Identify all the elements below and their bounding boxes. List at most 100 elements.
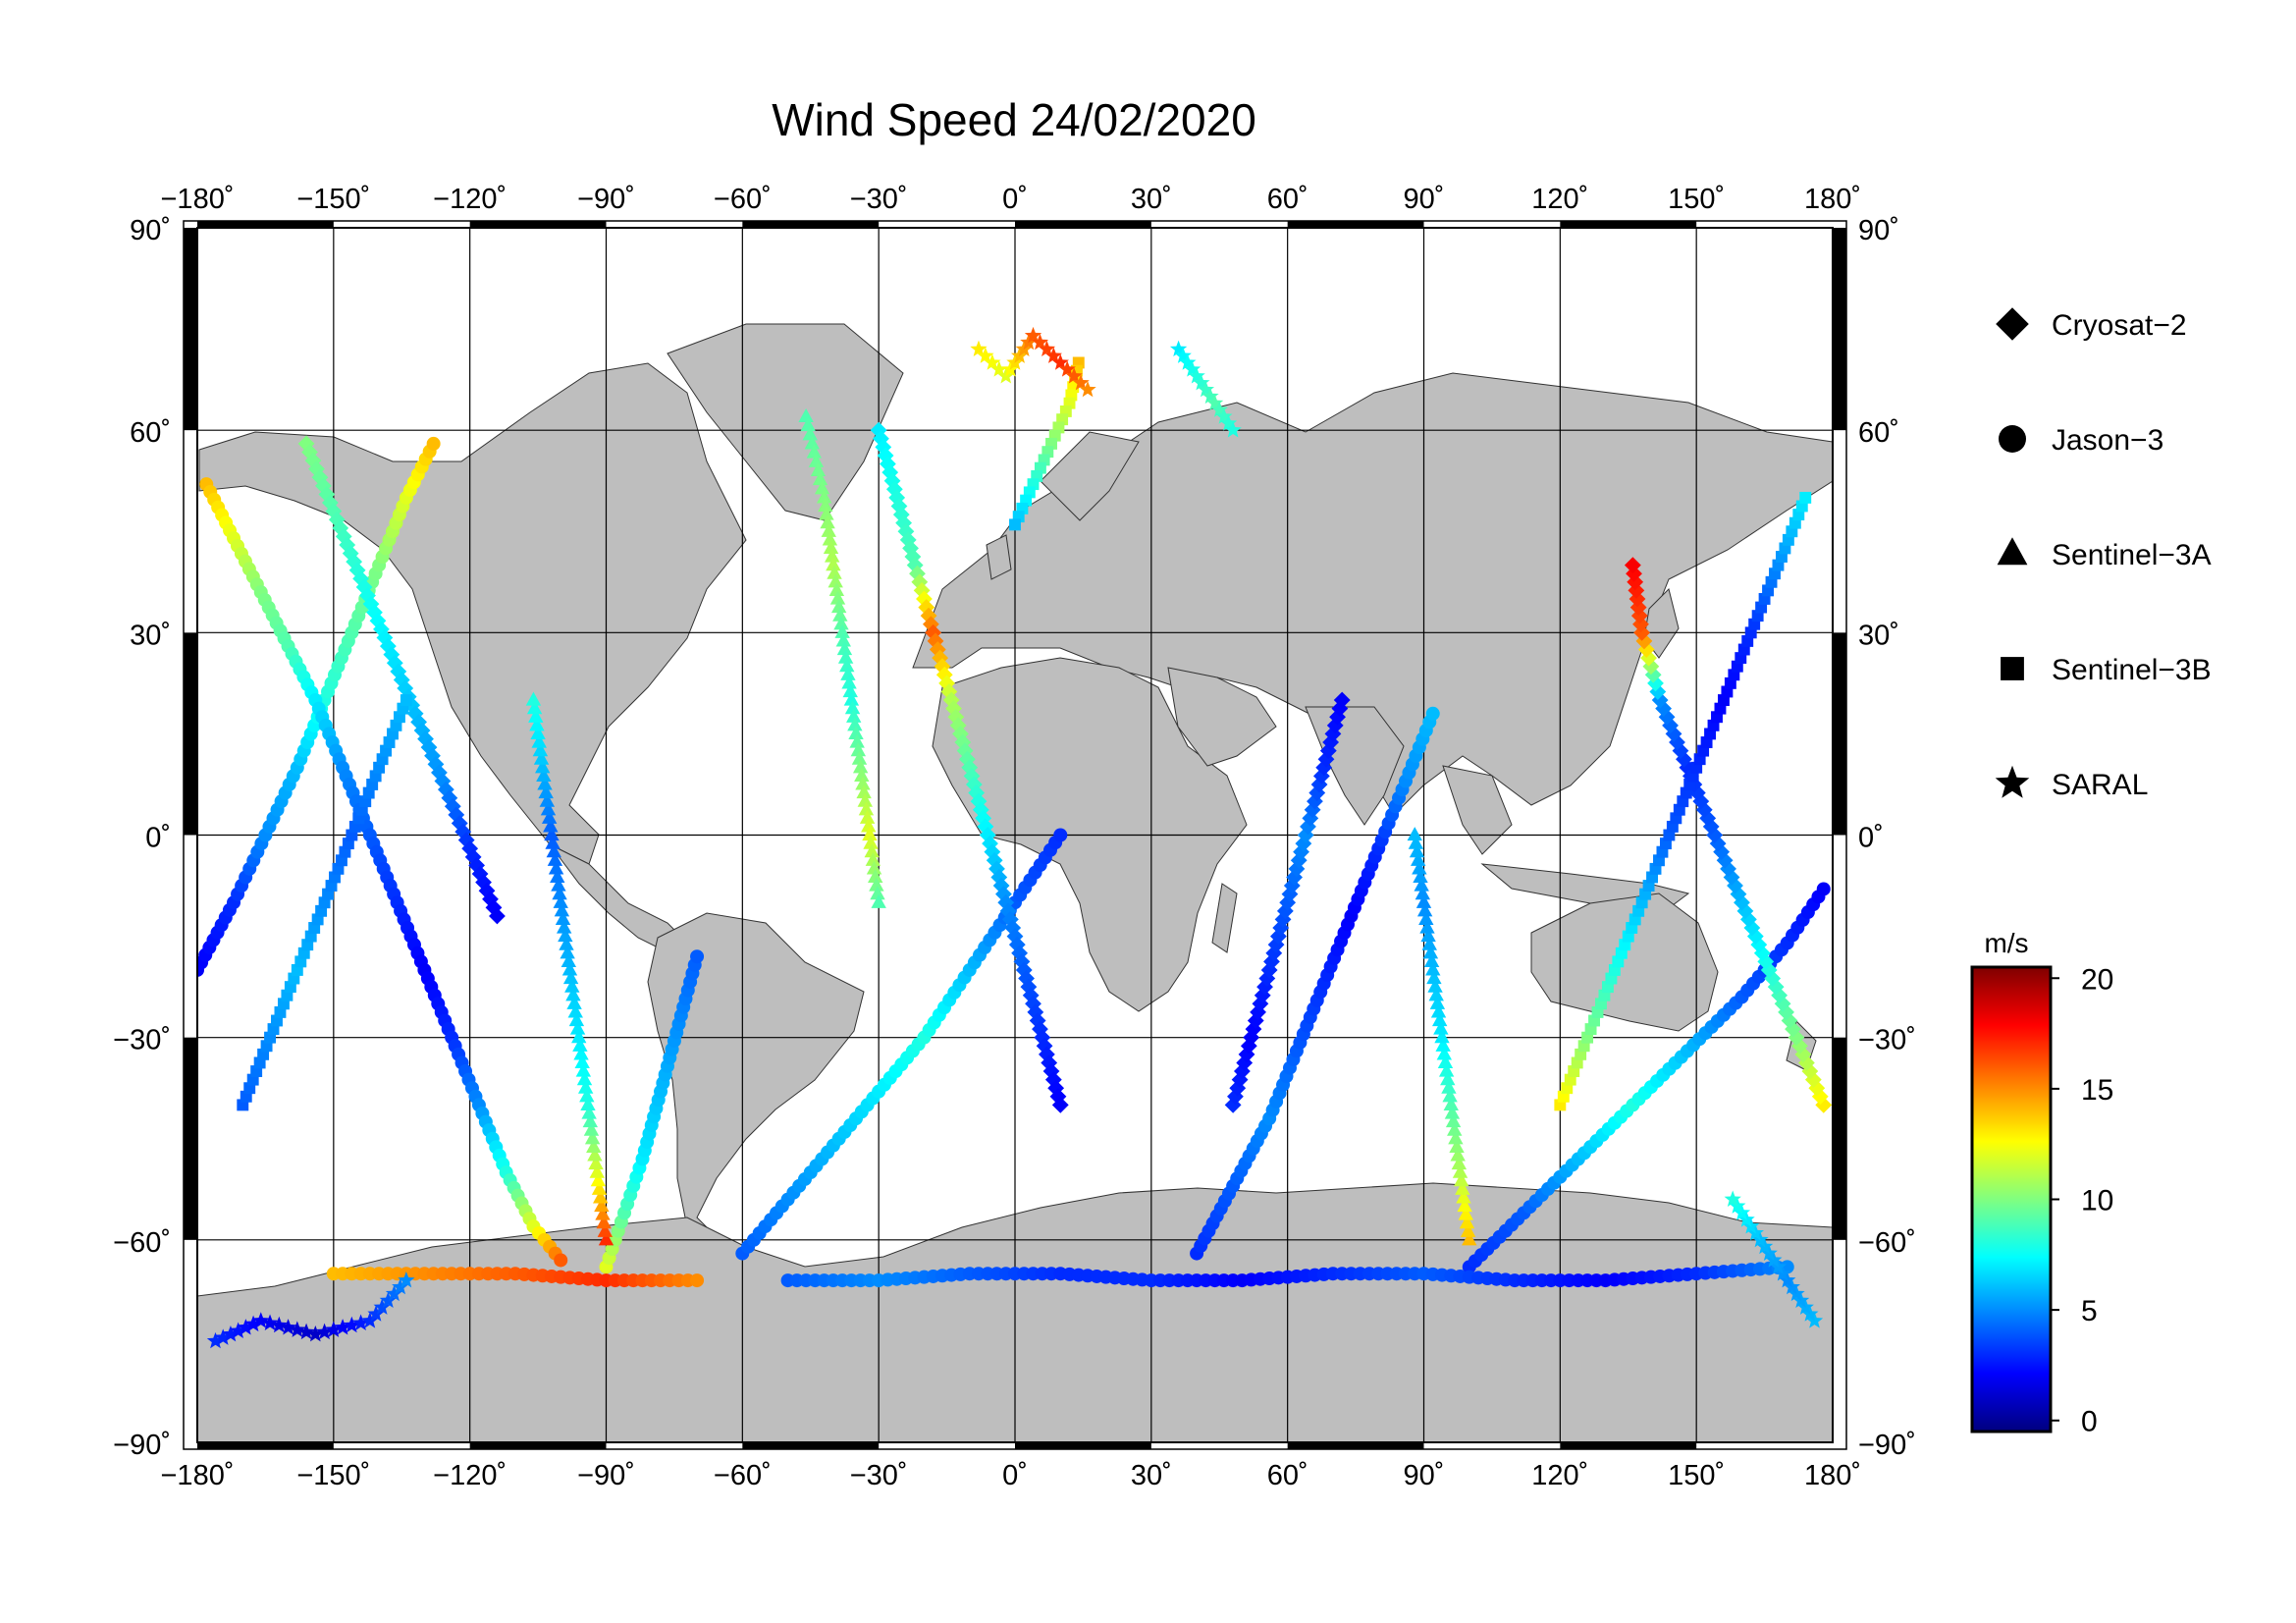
track-11-cryosat-2 (1624, 557, 1833, 1113)
track-17-point-48 (1717, 694, 1730, 707)
track-14-point-19 (1440, 1071, 1456, 1086)
track-12-point-41 (552, 886, 567, 900)
track-13-point-32 (842, 683, 858, 698)
lon-tick-bottom-8: 60˚ (1267, 1460, 1308, 1491)
world-map: −180˚ −150˚ −120˚ −90˚ −60˚ −30˚ 0˚ 30˚ 60˚ 90˚ 12… (113, 184, 1916, 1491)
track-15-point-8 (264, 1031, 276, 1044)
track-1-point-96 (554, 1253, 568, 1268)
track-13-point-54 (867, 869, 883, 884)
track-10-point-44 (1324, 726, 1342, 742)
track-10-point-19 (1267, 936, 1285, 953)
satellite-legend: Cryosat−2 Jason−3 Sentinel−3A Sentinel−3B SA… (1995, 307, 2212, 801)
track-16-point-1 (1070, 364, 1083, 377)
lat-tick-right-0: 90˚ (1858, 215, 1899, 246)
track-17-point-38 (1683, 779, 1696, 790)
track-14-point-11 (1449, 1138, 1465, 1153)
track-15-point-9 (267, 1023, 280, 1036)
track-9-point-77 (1044, 1071, 1062, 1089)
track-12-point-43 (550, 869, 565, 884)
track-13-point-8 (814, 480, 830, 495)
track-19-point-11 (1031, 333, 1049, 351)
track-12-point-30 (564, 978, 580, 993)
track-15-point-18 (297, 947, 310, 959)
track-17-point-9 (1584, 1023, 1597, 1036)
track-12-point-46 (546, 843, 561, 858)
track-14-point-4 (1457, 1198, 1472, 1213)
track-18-point-13 (315, 1323, 334, 1340)
track-17-point-57 (1748, 618, 1761, 630)
track-17-point-62 (1765, 575, 1778, 588)
track-10-point-12 (1252, 995, 1269, 1012)
track-14-point-5 (1456, 1189, 1471, 1204)
track-19-point-16 (1065, 367, 1083, 384)
track-14-point-46 (1409, 843, 1425, 858)
track-12-point-56 (535, 759, 551, 774)
track-21-point-18 (1724, 1190, 1741, 1207)
track-12-point-50 (541, 809, 558, 824)
track-17-point-39 (1686, 770, 1699, 783)
lon-tick-bottom-0: −180˚ (161, 1460, 235, 1491)
track-17-point-47 (1714, 702, 1727, 715)
track-19-point-0 (970, 340, 988, 357)
track-15-point-19 (301, 939, 314, 951)
track-13-point-50 (863, 835, 879, 849)
track-15-point-43 (383, 736, 396, 748)
track-17-point-25 (1639, 888, 1652, 900)
track-12-point-20 (575, 1062, 592, 1077)
track-14-sentinel-3a (1407, 827, 1477, 1246)
track-17-point-21 (1626, 922, 1638, 934)
track-18-point-6 (252, 1312, 270, 1328)
track-15-point-16 (291, 963, 303, 976)
track-10-point-27 (1286, 869, 1304, 886)
track-12-point-60 (530, 726, 546, 740)
track-19-point-18 (1079, 380, 1096, 398)
track-17-point-4 (1568, 1065, 1580, 1077)
track-11-point-44 (1665, 726, 1682, 742)
lon-tick-labels-top: −180˚ −150˚ −120˚ −90˚ −60˚ −30˚ 0˚ 30˚ 60˚ 90˚ 12… (161, 184, 1862, 215)
track-11-point-2 (1808, 1079, 1826, 1097)
track-17-point-43 (1700, 736, 1713, 748)
track-13-point-21 (829, 590, 846, 605)
track-8-point-51 (471, 865, 489, 883)
track-17-point-35 (1673, 803, 1685, 816)
track-21-saral (1724, 1190, 1824, 1328)
track-15-sentinel-3b (237, 694, 412, 1111)
land-southeast-asia (1442, 765, 1513, 855)
track-17-point-20 (1622, 930, 1634, 943)
track-9-point-74 (1038, 1046, 1055, 1063)
lat-tick-left-0: 90˚ (130, 215, 171, 246)
track-17-point-45 (1707, 719, 1720, 731)
track-13-point-23 (832, 607, 848, 622)
track-17-point-63 (1769, 568, 1781, 580)
track-12-point-37 (556, 919, 572, 934)
legend-label-circle: Jason−3 (2052, 424, 2163, 457)
track-17-point-31 (1659, 838, 1672, 850)
track-12-point-51 (540, 801, 557, 816)
track-4-jason-3 (1190, 706, 1440, 1261)
track-14-point-44 (1412, 860, 1427, 875)
track-13-point-43 (855, 776, 871, 790)
track-11-point-11 (1778, 1003, 1794, 1021)
track-15-point-0 (237, 1099, 249, 1111)
track-17-point-61 (1762, 584, 1775, 597)
lat-tick-labels-right: 90˚ 60˚ 30˚ 0˚ −30˚ −60˚ −90˚ (1858, 215, 1916, 1461)
track-20-point-5 (1193, 373, 1210, 391)
frame-check-top-10 (1560, 221, 1697, 228)
track-13-point-33 (843, 691, 860, 706)
lon-tick-bottom-4: −60˚ (714, 1460, 772, 1491)
track-14-point-30 (1427, 978, 1443, 993)
track-11-point-14 (1767, 978, 1785, 996)
track-14-point-16 (1443, 1096, 1459, 1110)
track-13-point-12 (820, 514, 835, 529)
track-18-point-17 (351, 1314, 370, 1330)
track-9-point-69 (1027, 1003, 1044, 1021)
track-10-point-16 (1260, 961, 1278, 979)
track-13-point-11 (819, 506, 834, 520)
track-4-point-66 (1425, 706, 1440, 721)
track-12-point-21 (574, 1055, 590, 1069)
track-14-point-14 (1445, 1113, 1462, 1128)
track-14-point-42 (1414, 877, 1429, 892)
track-12-point-25 (569, 1020, 586, 1035)
track-13-point-42 (854, 767, 870, 782)
track-9-point-2 (875, 438, 892, 456)
